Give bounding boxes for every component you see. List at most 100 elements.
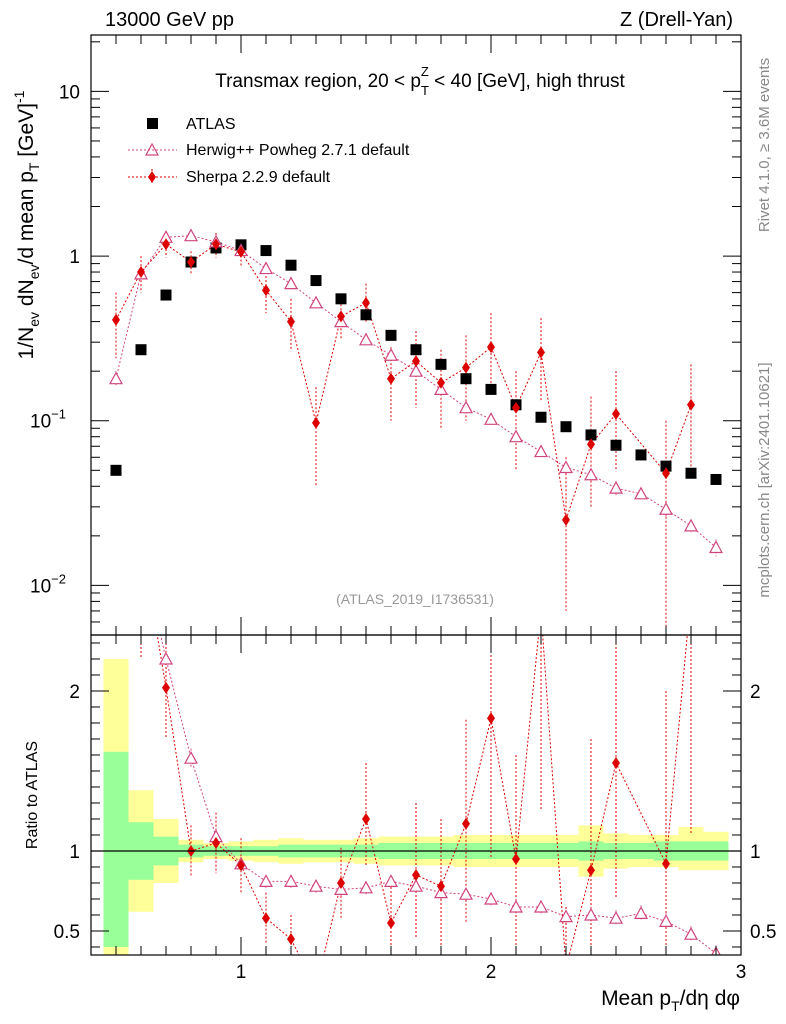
y-tick-label: 1 — [69, 247, 80, 268]
sherpa-ratio-point — [212, 837, 220, 849]
sherpa-ratio-point — [462, 817, 470, 830]
herwig-point — [458, 400, 474, 414]
herwig-point — [708, 540, 724, 554]
sherpa-ratio-point — [337, 877, 345, 889]
herwig-point — [558, 460, 574, 474]
sherpa-ratio-point — [287, 933, 295, 945]
sherpa-ratio-point — [437, 880, 445, 893]
herwig-point — [633, 486, 649, 500]
y-tick-label: 10 — [59, 82, 80, 103]
herwig-point — [483, 412, 499, 425]
sherpa-point — [512, 401, 520, 414]
ratio-band-inner — [103, 751, 129, 947]
atlas-point — [360, 309, 372, 321]
atlas-point — [260, 245, 272, 257]
legend-herwig-marker — [144, 142, 160, 156]
x-tick-label: 2 — [486, 962, 497, 983]
atlas-point — [560, 421, 572, 433]
atlas-point — [585, 429, 597, 441]
herwig-point — [183, 228, 199, 242]
herwig-point — [383, 347, 399, 361]
sherpa-ratio-point — [512, 853, 520, 865]
x-tick-label: 1 — [236, 962, 247, 983]
sherpa-line — [115, 243, 692, 521]
atlas-point — [435, 358, 447, 370]
sherpa-ratio-point — [537, 605, 545, 617]
sherpa-ratio-line — [156, 635, 688, 955]
herwig-point — [283, 276, 299, 290]
ratio-tick-label-right: 1 — [750, 842, 761, 863]
herwig-ratio-point — [583, 907, 599, 921]
sherpa-point — [312, 416, 320, 429]
x-axis-label: Mean pT/dη dφ — [601, 987, 740, 1014]
herwig-ratio-point — [183, 750, 199, 764]
sherpa-point — [187, 256, 195, 269]
herwig-point — [433, 382, 449, 396]
y-tick-label: 10−2 — [30, 571, 66, 597]
atlas-point — [135, 344, 147, 356]
herwig-point — [308, 295, 324, 309]
herwig-ratio-point — [308, 878, 324, 892]
herwig-point — [658, 502, 674, 515]
herwig-ratio-point — [358, 880, 374, 894]
herwig-point — [408, 363, 424, 377]
sherpa-ratio-point — [162, 681, 170, 694]
sherpa-ratio-point — [562, 962, 570, 974]
herwig-point — [358, 332, 374, 346]
herwig-ratio-point — [135, 541, 147, 552]
herwig-ratio-point — [608, 910, 624, 924]
herwig-ratio-point — [633, 906, 649, 920]
herwig-ratio-point — [258, 874, 274, 888]
chart-title: Transmax region, 20 < pTZ < 40 [GeV], hi… — [215, 64, 625, 98]
herwig-ratio-point — [558, 909, 574, 923]
herwig-point — [533, 444, 549, 458]
ratio-tick-label: 2 — [69, 682, 80, 703]
sherpa-point — [287, 315, 295, 328]
atlas-point — [635, 449, 647, 461]
atlas-point — [110, 464, 122, 476]
ratio-tick-label: 1 — [69, 842, 80, 863]
sherpa-point — [262, 284, 270, 297]
legend-atlas-label: ATLAS — [186, 116, 236, 133]
legend-atlas-marker — [147, 118, 158, 129]
herwig-ratio-point — [533, 899, 549, 913]
herwig-point — [108, 371, 124, 385]
ratio-y-axis-label: Ratio to ATLAS — [24, 741, 41, 849]
herwig-ratio-point — [483, 891, 499, 905]
herwig-ratio-point — [158, 651, 174, 665]
atlas-point — [460, 373, 472, 385]
sherpa-ratio-point — [237, 859, 245, 872]
sherpa-point — [162, 238, 170, 251]
herwig-ratio-point — [110, 429, 122, 440]
atlas-point — [410, 344, 422, 356]
herwig-ratio-point — [683, 926, 699, 940]
legend-sherpa-marker — [148, 171, 156, 183]
sherpa-ratio-point — [387, 917, 395, 929]
atlas-point — [485, 383, 497, 395]
herwig-ratio-point — [658, 914, 674, 928]
atlas-point — [335, 293, 347, 305]
y-axis-label: 1/Nev dNev/d mean pT [GeV]-1 — [11, 90, 42, 359]
legend: ATLAS Herwig++ Powheg 2.7.1 default Sher… — [128, 116, 410, 186]
sherpa-ratio-point — [612, 757, 620, 769]
atlas-point — [710, 473, 722, 485]
sherpa-point — [612, 407, 620, 420]
analysis-id: (ATLAS_2019_I1736531) — [336, 591, 494, 607]
sherpa-ratio-point — [587, 864, 595, 877]
atlas-point — [285, 259, 297, 271]
rivet-label: Rivet 4.1.0, ≥ 3.6M events — [756, 58, 773, 232]
sherpa-ratio-point — [687, 589, 695, 601]
sherpa-ratio-point — [362, 813, 370, 825]
sherpa-point — [212, 238, 220, 251]
legend-sherpa-label: Sherpa 2.2.9 default — [186, 169, 331, 186]
sherpa-point — [237, 245, 245, 258]
sherpa-point — [487, 341, 495, 354]
herwig-point — [608, 480, 624, 494]
sherpa-ratio-point — [412, 869, 420, 881]
herwig-point — [508, 429, 524, 443]
sherpa-point — [137, 266, 145, 279]
herwig-point — [583, 467, 599, 481]
ratio-tick-label-right: 0.5 — [750, 922, 776, 943]
legend-herwig-label: Herwig++ Powheg 2.7.1 default — [186, 142, 410, 159]
